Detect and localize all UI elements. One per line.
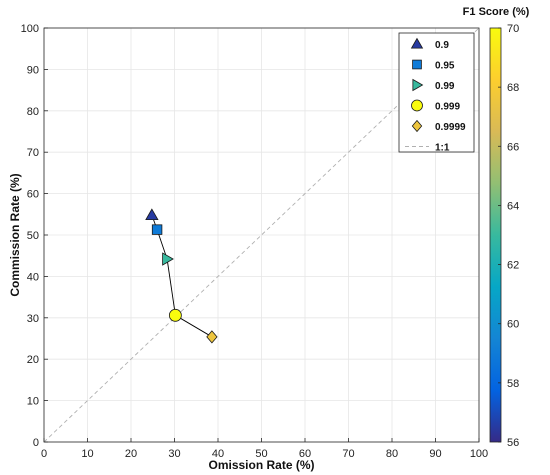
y-tick-label: 60	[27, 189, 39, 201]
y-tick-label: 90	[27, 64, 39, 76]
legend: 0.9 0.95 0.99 0.999 0.9999 1:1	[398, 32, 475, 154]
x-tick-label: 50	[255, 448, 267, 460]
y-axis-ticks: 0 10 20 30 40 50 60 70 80 90 100	[21, 23, 48, 449]
y-axis-label: Commission Rate (%)	[8, 173, 22, 296]
legend-label: 0.99	[435, 81, 455, 92]
colorbar-tick-label: 62	[507, 260, 519, 272]
colorbar: 56 58 60 62 64 66 68 70	[489, 23, 519, 449]
colorbar-tick-label: 58	[507, 378, 519, 390]
x-tick-label: 70	[342, 448, 354, 460]
data-markers	[145, 208, 218, 344]
legend-marker-0-95	[412, 59, 422, 70]
y-tick-label: 30	[27, 313, 39, 325]
colorbar-ticks: 56 58 60 62 64 66 68 70	[498, 23, 519, 449]
legend-marker-0-999	[411, 99, 423, 112]
y-tick-label: 70	[27, 147, 39, 159]
data-point-0-95	[151, 224, 163, 235]
y-tick-label: 50	[27, 230, 39, 242]
legend-marker-0-9999	[411, 119, 423, 133]
x-tick-label: 40	[212, 448, 224, 460]
x-tick-label: 100	[470, 448, 488, 460]
x-tick-label: 10	[81, 448, 93, 460]
x-tick-label: 0	[41, 448, 47, 460]
x-tick-label: 30	[168, 448, 180, 460]
legend-label: 0.9999	[435, 122, 466, 133]
colorbar-tick-label: 56	[507, 437, 519, 449]
data-point-0-9	[145, 208, 159, 221]
x-tick-label: 20	[125, 448, 137, 460]
legend-label: 0.999	[435, 102, 460, 113]
x-tick-label: 80	[386, 448, 398, 460]
data-point-0-999	[168, 308, 182, 322]
y-tick-label: 80	[27, 106, 39, 118]
y-tick-label: 10	[27, 396, 39, 408]
y-tick-label: 20	[27, 354, 39, 366]
colorbar-gradient	[489, 27, 502, 443]
y-tick-label: 40	[27, 271, 39, 283]
x-tick-label: 90	[429, 448, 441, 460]
x-axis-label: Omission Rate (%)	[208, 458, 314, 472]
legend-marker-0-9	[410, 37, 424, 49]
colorbar-tick-label: 68	[507, 82, 519, 94]
colorbar-tick-label: 60	[507, 319, 519, 331]
legend-label: 1:1	[435, 143, 450, 154]
data-point-0-99	[162, 252, 174, 266]
colorbar-tick-label: 66	[507, 141, 519, 153]
colorbar-tick-label: 64	[507, 200, 519, 212]
data-point-0-9999	[206, 330, 218, 344]
colorbar-tick-label: 70	[507, 23, 519, 35]
legend-label: 0.9	[435, 40, 449, 51]
x-tick-label: 60	[299, 448, 311, 460]
legend-label: 0.95	[435, 61, 455, 72]
y-tick-label: 0	[33, 437, 39, 449]
colorbar-title: F1 Score (%)	[463, 6, 530, 18]
plot-frame	[43, 27, 480, 443]
y-tick-label: 100	[21, 23, 39, 35]
legend-box	[398, 32, 475, 153]
x-axis-ticks: 0 10 20 30 40 50 60 70 80 90 100	[41, 438, 488, 460]
legend-marker-0-99	[412, 78, 424, 92]
